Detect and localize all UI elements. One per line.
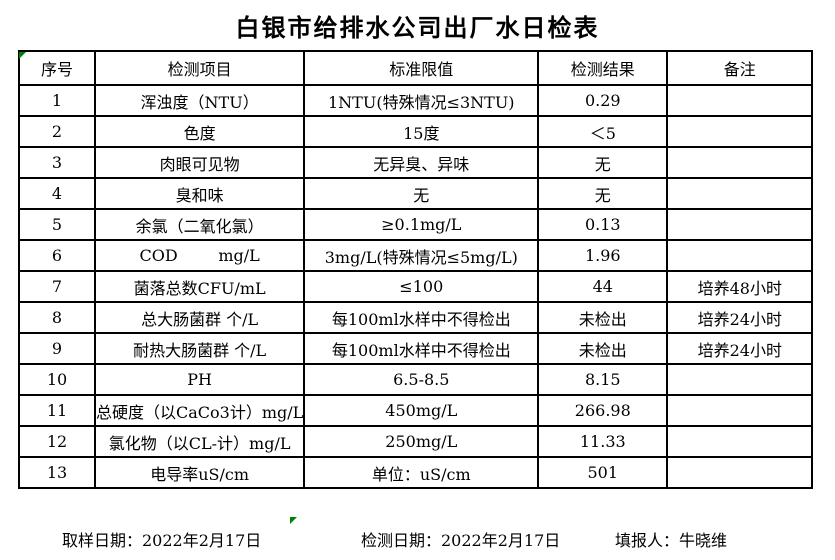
- cell-no: 7: [18, 270, 96, 303]
- cell-no: 9: [18, 332, 96, 365]
- table-row: 9 耐热大肠菌群 个/L 每100ml水样中不得检出 未检出 培养24小时: [18, 332, 814, 365]
- cell-standard: 单位：uS/cm: [303, 456, 540, 489]
- table-row: 10 PH 6.5-8.5 8.15: [18, 363, 814, 396]
- cell-remark: [666, 363, 814, 396]
- cell-item: 浑浊度（NTU）: [93, 84, 306, 117]
- cell-item: 菌落总数CFU/mL: [93, 270, 306, 303]
- header-row: 序号 检测项目 标准限值 检测结果 备注: [18, 50, 814, 86]
- daily-check-table: 序号 检测项目 标准限值 检测结果 备注 1 浑浊度（NTU） 1NTU(特殊情况≤…: [18, 50, 814, 489]
- cell-no: 5: [18, 208, 96, 241]
- cell-item: 臭和味: [93, 177, 306, 210]
- table-row: 8 总大肠菌群 个/L 每100ml水样中不得检出 未检出 培养24小时: [18, 301, 814, 334]
- cell-no: 2: [18, 115, 96, 148]
- table-row: 5 余氯（二氧化氯） ≥0.1mg/L 0.13: [18, 208, 814, 241]
- cell-no: 1: [18, 84, 96, 117]
- table-row: 12 氯化物（以CL-计）mg/L 250mg/L 11.33: [18, 425, 814, 458]
- table-row: 4 臭和味无无: [18, 177, 814, 210]
- cell-no: 11: [18, 394, 96, 427]
- cell-result: 44: [537, 270, 669, 303]
- cell-result: 11.33: [537, 425, 669, 458]
- cell-standard: ≤100: [303, 270, 540, 303]
- page-title: 白银市给排水公司出厂水日检表: [235, 13, 600, 42]
- cell-result: 0.29: [537, 84, 669, 117]
- cell-remark: [666, 177, 814, 210]
- cell-standard: 每100ml水样中不得检出: [303, 301, 540, 334]
- cell-item: 总硬度（以CaCo3计）mg/L: [93, 394, 306, 427]
- footer-sampling-date: 取样日期：2022年2月17日: [62, 531, 262, 550]
- header-cell-no: 序号: [18, 50, 96, 86]
- cell-item: 色度: [93, 115, 306, 148]
- cell-standard: 1NTU(特殊情况≤3NTU): [303, 84, 540, 117]
- table-row: 1 浑浊度（NTU） 1NTU(特殊情况≤3NTU) 0.29: [18, 84, 814, 117]
- excel-corner-marker-icon: [290, 517, 297, 524]
- cell-item: 余氯（二氧化氯）: [93, 208, 306, 241]
- cell-no: 8: [18, 301, 96, 334]
- header-cell-result: 检测结果: [537, 50, 669, 86]
- cell-remark: [666, 425, 814, 458]
- footer-test-date: 检测日期：2022年2月17日: [361, 531, 561, 550]
- cell-item: COD mg/L: [93, 239, 306, 272]
- table-row: 3 肉眼可见物 无异臭、异味无: [18, 146, 814, 179]
- cell-standard: 无异臭、异味: [303, 146, 540, 179]
- cell-remark: 培养24小时: [666, 301, 814, 334]
- cell-remark: [666, 456, 814, 489]
- footer-reporter: 填报人：牛晓维: [615, 531, 728, 550]
- table-row: 6 COD mg/L 3mg/L(特殊情况≤5mg/L) 1.96: [18, 239, 814, 272]
- cell-remark: [666, 115, 814, 148]
- cell-item: 耐热大肠菌群 个/L: [93, 332, 306, 365]
- cell-no: 10: [18, 363, 96, 396]
- cell-standard: 3mg/L(特殊情况≤5mg/L): [303, 239, 540, 272]
- header-cell-remark: 备注: [666, 50, 814, 86]
- cell-no: 6: [18, 239, 96, 272]
- cell-result: 8.15: [537, 363, 669, 396]
- cell-standard: 250mg/L: [303, 425, 540, 458]
- cell-remark: [666, 84, 814, 117]
- cell-result: ＜5: [537, 115, 669, 148]
- cell-result: 501: [537, 456, 669, 489]
- table-row: 11 总硬度（以CaCo3计）mg/L 450mg/L 266.98: [18, 394, 814, 427]
- cell-result: 无: [537, 177, 669, 210]
- cell-item: 氯化物（以CL-计）mg/L: [93, 425, 306, 458]
- cell-item: 总大肠菌群 个/L: [93, 301, 306, 334]
- cell-remark: 培养24小时: [666, 332, 814, 365]
- cell-item: 电导率uS/cm: [93, 456, 306, 489]
- cell-result: 1.96: [537, 239, 669, 272]
- excel-corner-marker-icon: [19, 52, 26, 59]
- cell-no: 13: [18, 456, 96, 489]
- cell-result: 未检出: [537, 301, 669, 334]
- cell-item: PH: [93, 363, 306, 396]
- cell-result: 266.98: [537, 394, 669, 427]
- cell-remark: 培养48小时: [666, 270, 814, 303]
- cell-no: 4: [18, 177, 96, 210]
- cell-result: 0.13: [537, 208, 669, 241]
- cell-result: 未检出: [537, 332, 669, 365]
- cell-no: 3: [18, 146, 96, 179]
- table-row: 2 色度 15度 ＜5: [18, 115, 814, 148]
- cell-remark: [666, 208, 814, 241]
- table-row: 7 菌落总数CFU/mL ≤100 44 培养48小时: [18, 270, 814, 303]
- cell-standard: ≥0.1mg/L: [303, 208, 540, 241]
- cell-standard: 每100ml水样中不得检出: [303, 332, 540, 365]
- header-cell-item: 检测项目: [93, 50, 306, 86]
- cell-standard: 无: [303, 177, 540, 210]
- table-row: 13 电导率uS/cm 单位：uS/cm 501: [18, 456, 814, 489]
- cell-no: 12: [18, 425, 96, 458]
- cell-standard: 6.5-8.5: [303, 363, 540, 396]
- cell-remark: [666, 394, 814, 427]
- cell-item: 肉眼可见物: [93, 146, 306, 179]
- cell-standard: 450mg/L: [303, 394, 540, 427]
- cell-standard: 15度: [303, 115, 540, 148]
- header-cell-standard: 标准限值: [303, 50, 540, 86]
- cell-remark: [666, 239, 814, 272]
- cell-result: 无: [537, 146, 669, 179]
- cell-remark: [666, 146, 814, 179]
